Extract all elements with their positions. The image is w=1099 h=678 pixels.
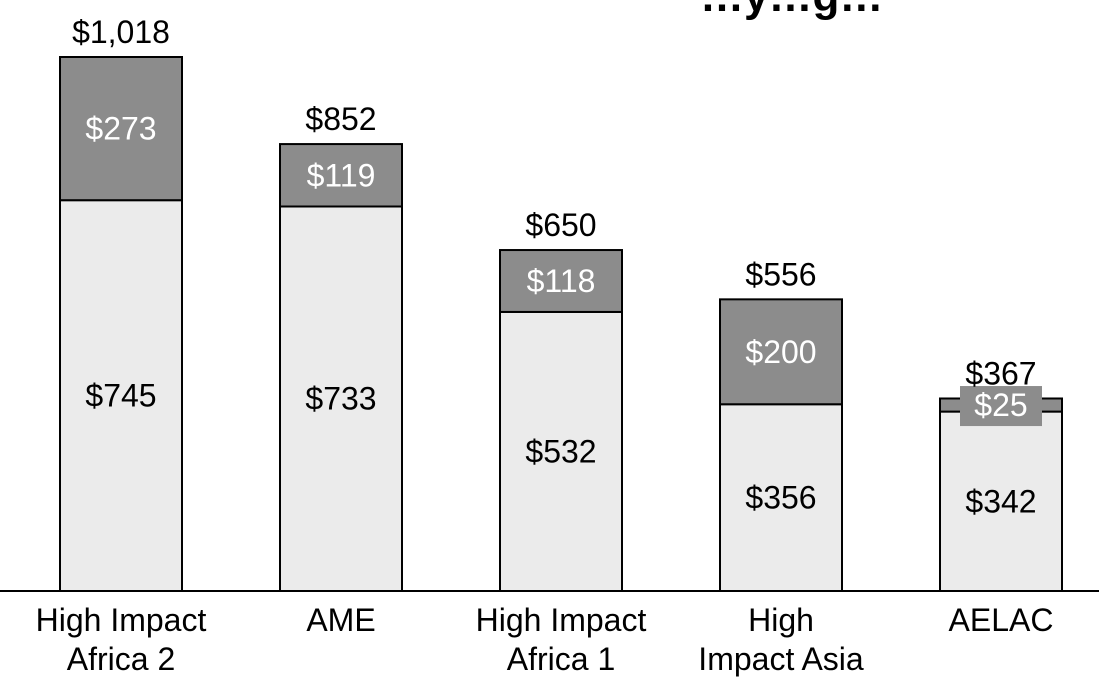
category-label: Africa 1 <box>507 641 615 677</box>
category-label: AME <box>306 602 375 638</box>
category-label: Africa 2 <box>67 641 175 677</box>
total-label: $852 <box>305 101 376 137</box>
category-label: High <box>748 602 814 638</box>
bar-segment-base <box>59 199 183 592</box>
total-label: $556 <box>745 256 816 292</box>
total-label: $367 <box>965 355 1036 391</box>
data-label-base: $532 <box>525 433 596 469</box>
chart-title: …y…g… <box>700 0 883 22</box>
data-label-base: $733 <box>305 381 376 417</box>
category-label: High Impact <box>476 602 647 638</box>
bar-segment-base <box>719 403 843 592</box>
total-label: $1,018 <box>72 14 170 50</box>
bar-segment-base <box>279 205 403 592</box>
category-label: AELAC <box>949 602 1054 638</box>
category-label: High Impact <box>36 602 207 638</box>
data-label-top: $118 <box>527 263 596 299</box>
data-label-base: $342 <box>965 483 1036 519</box>
bar-segment-top <box>499 249 623 313</box>
category-label: Impact Asia <box>698 641 864 677</box>
data-label-top: $273 <box>85 111 156 147</box>
data-label-bg <box>960 386 1042 427</box>
data-label-top: $119 <box>307 157 376 193</box>
bar-segment-top <box>279 143 403 208</box>
bar-segment-top <box>59 56 183 202</box>
bar-segment-base <box>939 410 1063 592</box>
total-label: $650 <box>525 207 596 243</box>
bar-segment-top <box>719 298 843 406</box>
data-label-base: $356 <box>745 480 816 516</box>
data-label-top: $25 <box>974 387 1027 423</box>
data-label-top: $200 <box>745 334 816 370</box>
data-label-base: $745 <box>85 378 156 414</box>
